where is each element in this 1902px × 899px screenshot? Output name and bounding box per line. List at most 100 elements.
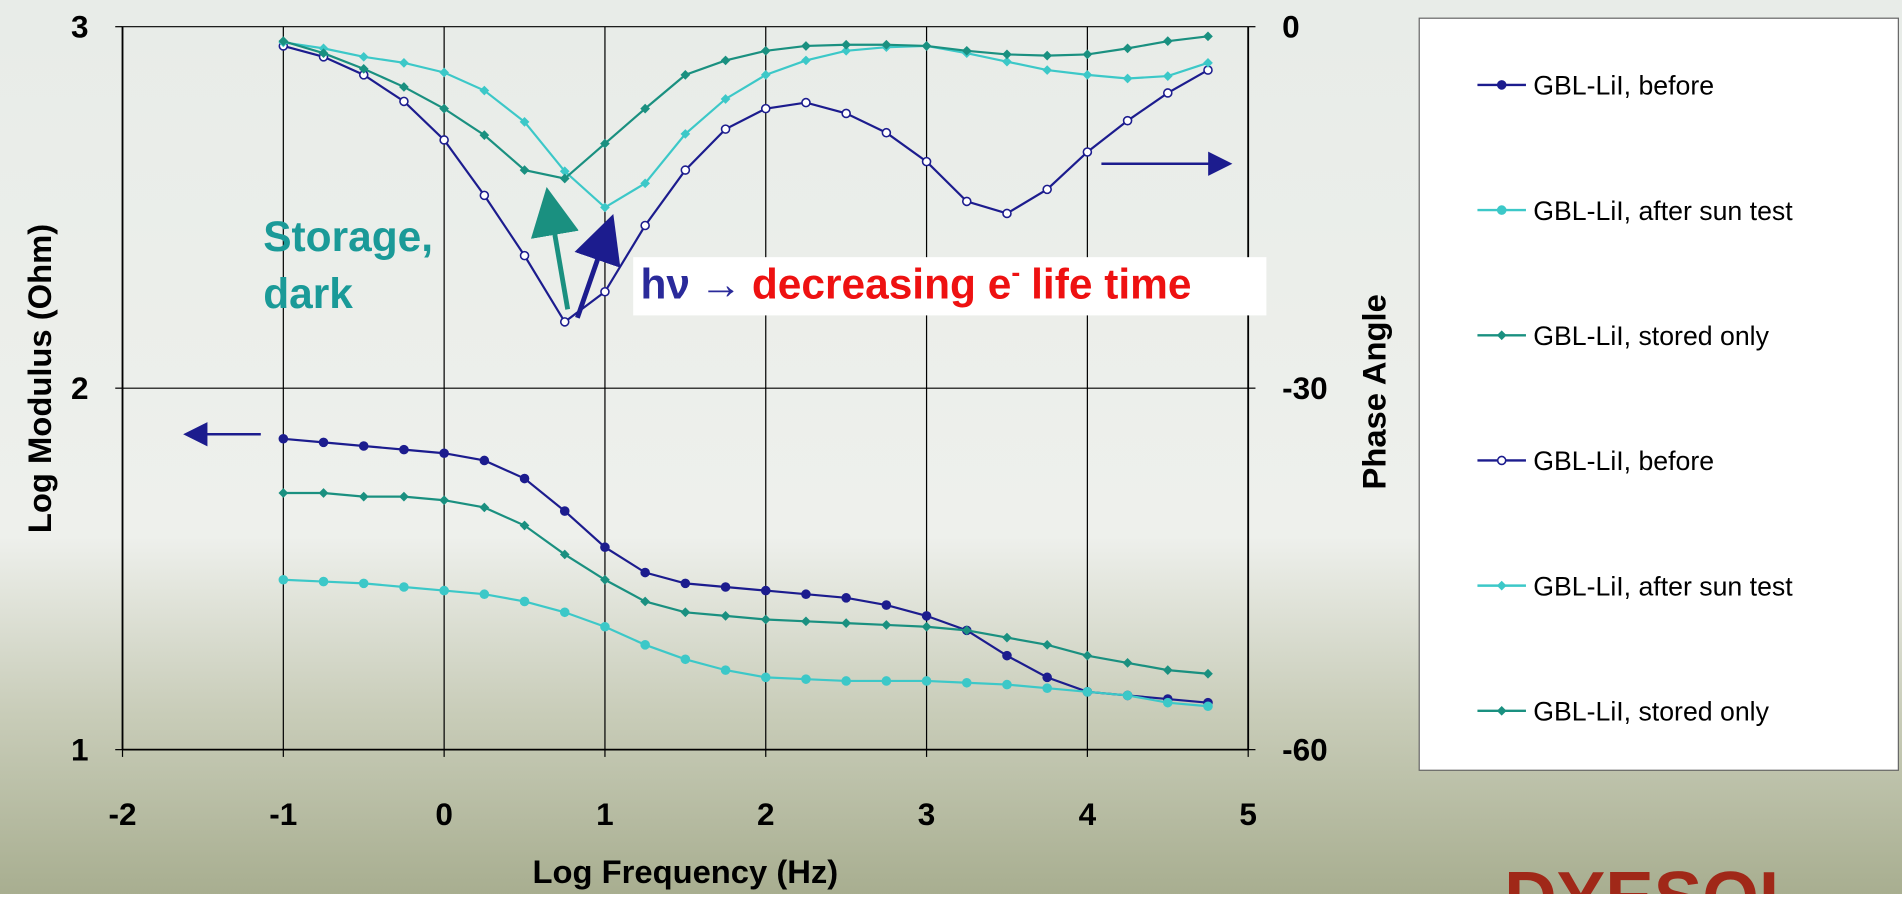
marker [640, 178, 651, 189]
marker [801, 97, 811, 108]
logo: DYESOL [1504, 857, 1803, 894]
marker [519, 165, 530, 175]
marker [801, 674, 811, 684]
marker [921, 156, 932, 167]
legend-label: GBL-LiI, stored only [1533, 321, 1769, 351]
arrow [574, 214, 621, 319]
x-tick-label: 1 [596, 796, 614, 832]
marker [801, 55, 811, 66]
annotation: Storage, [263, 213, 433, 260]
series-line [283, 44, 1209, 324]
marker [479, 130, 490, 140]
marker [961, 196, 972, 207]
marker [1082, 147, 1093, 157]
marker [1203, 668, 1213, 679]
marker [1122, 73, 1133, 84]
marker [841, 39, 852, 50]
annotation-part: life time [1031, 260, 1191, 307]
marker [921, 611, 932, 621]
marker [720, 124, 731, 134]
annotation: dark [263, 270, 353, 317]
marker [1042, 184, 1052, 195]
marker [720, 582, 731, 592]
x-tick-label: 4 [1079, 796, 1097, 832]
annotation-part: → [700, 260, 742, 307]
marker [1122, 690, 1133, 701]
marker [760, 614, 771, 625]
x-tick-label: -1 [269, 796, 297, 832]
marker [680, 129, 691, 139]
marker [921, 676, 932, 686]
x-tick-label: -2 [108, 796, 136, 832]
marker [760, 103, 771, 114]
y2-tick-label: -30 [1282, 370, 1328, 406]
marker [1203, 57, 1213, 68]
x-tick-label: 2 [757, 796, 775, 832]
legend-marker [1496, 455, 1507, 466]
annotation-bg [633, 257, 1267, 316]
marker [680, 70, 691, 80]
marker [841, 108, 851, 119]
marker [680, 607, 691, 618]
series-line [283, 578, 1209, 708]
annotation: hν → decreasing e-life time [640, 257, 1191, 307]
marker [1122, 658, 1133, 668]
legend-label: GBL-LiI, before [1533, 446, 1714, 476]
marker [961, 45, 972, 56]
marker [600, 138, 610, 149]
marker [399, 444, 409, 455]
marker [559, 607, 570, 618]
marker [720, 665, 731, 675]
marker [1042, 65, 1053, 75]
marker [1082, 70, 1093, 80]
marker [399, 582, 409, 592]
marker [640, 596, 651, 607]
legend-marker [1496, 80, 1507, 90]
marker [479, 502, 490, 513]
marker [439, 495, 449, 506]
marker [841, 676, 851, 686]
marker [841, 593, 851, 603]
series-line [283, 437, 1209, 704]
marker [760, 45, 771, 56]
plot-area: -2 -1 0 1 2 3 4 5 1 2 3 -60 -30 0 [71, 9, 1328, 832]
marker [640, 220, 650, 231]
annotation-part: - [1011, 257, 1020, 287]
marker [559, 549, 570, 560]
marker [1002, 650, 1012, 661]
marker [479, 589, 490, 600]
series-line [283, 35, 1209, 180]
marker [1082, 650, 1093, 661]
legend-marker [1496, 205, 1507, 215]
marker [1122, 115, 1133, 126]
marker [1082, 687, 1093, 697]
marker [278, 488, 289, 498]
legend-label: GBL-LiI, before [1533, 71, 1714, 101]
marker [801, 616, 811, 627]
marker [358, 64, 369, 74]
marker [519, 250, 530, 261]
marker [439, 585, 449, 596]
marker [559, 173, 570, 184]
marker [1042, 683, 1052, 693]
marker [921, 621, 932, 632]
marker [680, 578, 691, 589]
x-axis-title: Log Frequency (Hz) [533, 853, 839, 890]
marker [439, 135, 449, 145]
annotation-part: hν [640, 260, 690, 307]
y-axis-title: Log Modulus (Ohm) [21, 224, 58, 533]
marker [479, 85, 490, 96]
marker [559, 506, 570, 516]
legend-box [1418, 17, 1899, 771]
marker [600, 202, 610, 213]
marker [559, 317, 570, 327]
y-tick-label: 1 [71, 732, 89, 768]
marker [318, 48, 329, 59]
marker [399, 57, 409, 68]
arrow [530, 186, 579, 310]
x-tick-label: 0 [435, 796, 453, 832]
marker [318, 488, 329, 498]
marker [720, 94, 731, 104]
